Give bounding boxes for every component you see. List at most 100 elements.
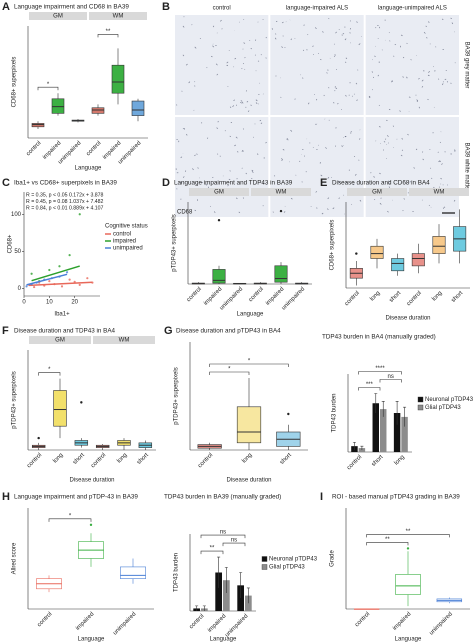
stained-cell: [349, 20, 352, 22]
point: [48, 268, 51, 272]
stained-cell: [359, 199, 362, 202]
stained-cell: [327, 208, 329, 210]
stained-cell: [388, 180, 390, 183]
stained-cell: [212, 25, 215, 28]
stained-cell: [439, 160, 441, 163]
stained-cell: [229, 106, 232, 109]
stained-cell: [438, 160, 441, 163]
point: [86, 277, 89, 280]
point: [68, 254, 71, 257]
x-tick-label: control: [346, 454, 363, 471]
stained-cell: [227, 185, 229, 187]
stained-cell: [415, 148, 418, 151]
stained-cell: [428, 71, 430, 73]
column-label: language-unimpaired ALS: [378, 6, 447, 12]
stained-cell: [197, 167, 199, 169]
x-axis-label: Language: [210, 637, 237, 643]
stained-cell: [378, 104, 380, 106]
stained-cell: [272, 211, 274, 213]
x-axis-label: Disease duration: [69, 478, 114, 484]
stained-cell: [418, 106, 420, 109]
stained-cell: [194, 46, 197, 49]
stained-cell: [338, 181, 341, 184]
stained-cell: [182, 25, 185, 28]
x-tick-label: impaired: [265, 286, 286, 307]
panel-title: Iba1+ vs CD68+ superpixels in BA39: [14, 180, 117, 187]
y-axis-label: pTDP43+ superpixels: [12, 371, 18, 429]
stained-cell: [235, 136, 238, 139]
stained-cell: [440, 177, 442, 180]
x-axis-label: Iba1+: [54, 312, 70, 318]
bar: [223, 580, 230, 611]
stained-cell: [250, 104, 252, 106]
significance-label: ****: [375, 366, 385, 372]
stained-cell: [229, 170, 231, 172]
error-bar: [352, 441, 356, 451]
group-strip: [409, 188, 469, 196]
stained-cell: [316, 98, 318, 101]
stained-cell: [433, 186, 435, 189]
stained-cell: [344, 38, 347, 41]
stained-cell: [356, 21, 358, 23]
micrograph: [365, 117, 459, 217]
stained-cell: [342, 33, 345, 35]
significance-bracket: [209, 371, 250, 375]
stained-cell: [255, 102, 258, 104]
stained-cell: [180, 181, 183, 184]
stained-cell: [283, 211, 286, 213]
stained-cell: [180, 156, 183, 159]
stained-cell: [326, 72, 328, 74]
stained-cell: [213, 211, 216, 214]
legend-title: Cognitive status: [105, 224, 148, 230]
stained-cell: [229, 135, 232, 137]
group-label: WM: [119, 338, 130, 344]
x-tick-label: control: [26, 140, 43, 157]
x-tick-label: impaired: [102, 140, 123, 161]
significance-bracket: [48, 518, 92, 522]
stained-cell: [244, 57, 246, 59]
stained-cell: [453, 199, 456, 202]
stained-cell: [290, 197, 293, 200]
x-tick-label: long: [394, 454, 406, 466]
outlier: [406, 547, 410, 550]
stained-cell: [282, 148, 285, 151]
stained-cell: [274, 37, 277, 40]
x-tick-label: long: [431, 290, 443, 302]
y-axis-label: CD68+: [8, 234, 14, 253]
stained-cell: [262, 182, 264, 185]
stained-cell: [322, 31, 324, 33]
stained-cell: [242, 62, 245, 65]
stained-cell: [185, 63, 188, 66]
stained-cell: [423, 31, 426, 34]
legend-label: Glial pTDP43: [425, 405, 461, 411]
stained-cell: [192, 168, 194, 171]
stained-cell: [281, 21, 284, 24]
stained-cell: [371, 71, 374, 73]
stained-cell: [327, 197, 330, 200]
panel-title: TDP43 burden in BA4 (manually graded): [322, 334, 436, 341]
significance-label: *: [48, 367, 51, 373]
group-label: WM: [113, 14, 124, 20]
stained-cell: [320, 174, 323, 177]
micrograph: [270, 15, 364, 115]
stained-cell: [299, 160, 301, 162]
stained-cell: [379, 172, 381, 175]
panel-title: Disease duration and pTDP43 in BA4: [176, 328, 281, 335]
outlier: [279, 209, 283, 213]
micrograph: [175, 117, 269, 217]
legend-label: Glial pTDP43: [269, 565, 305, 571]
stained-cell: [250, 47, 252, 50]
outlier: [89, 523, 93, 527]
stained-cell: [307, 102, 310, 105]
significance-label: ns: [220, 530, 226, 536]
error-bar: [374, 393, 378, 413]
stained-cell: [290, 129, 293, 132]
y-axis-label: Allred score: [12, 542, 18, 574]
panel-letter: F: [2, 325, 9, 337]
group-label: GM: [55, 338, 65, 344]
stained-cell: [383, 141, 386, 143]
error-bar: [246, 587, 250, 604]
row-label: BA39 grey matter: [463, 42, 469, 89]
stained-cell: [321, 212, 324, 215]
